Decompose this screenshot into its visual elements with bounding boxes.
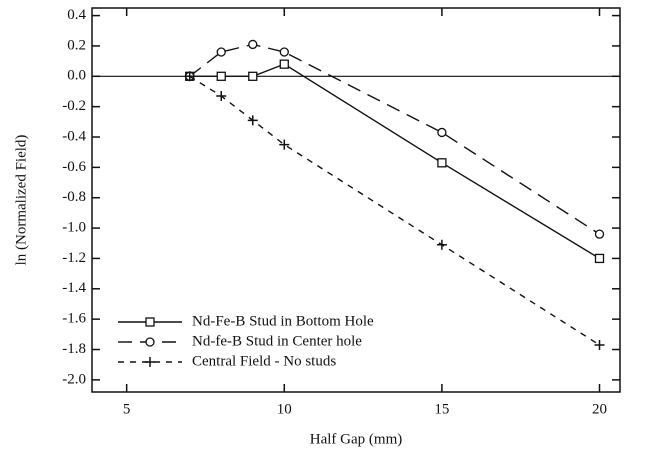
y-tick-label: -0.2: [62, 98, 86, 114]
data-point: [184, 71, 195, 82]
data-point: [279, 47, 289, 57]
data-point: [594, 253, 605, 264]
y-tick-label: -0.6: [62, 159, 86, 175]
y-tick-label: -1.4: [62, 280, 86, 296]
y-tick-label: 0.4: [67, 7, 86, 23]
data-point: [248, 39, 258, 50]
data-point: [216, 71, 226, 81]
y-tick-label: -1.8: [62, 341, 86, 357]
data-point: [216, 47, 226, 57]
x-tick-label: 20: [592, 401, 607, 417]
data-point: [248, 71, 258, 81]
y-tick-label: -0.8: [62, 189, 86, 205]
legend-marker: [145, 357, 155, 367]
y-tick-label: -1.2: [62, 250, 86, 266]
legend-label: Nd-fe-B Stud in Center hole: [192, 333, 362, 349]
data-point: [247, 115, 258, 126]
data-point: [216, 91, 227, 102]
legend-marker: [145, 337, 155, 347]
series-line: [189, 43, 600, 235]
legend-label: Central Field - No studs: [192, 353, 336, 369]
data-point: [437, 127, 447, 138]
x-tick-label: 10: [277, 401, 292, 417]
y-axis-label: ln (Normalized Field): [13, 135, 29, 266]
x-tick-label: 5: [123, 401, 131, 417]
legend-label: Nd-Fe-B Stud in Bottom Hole: [192, 313, 374, 329]
y-tick-label: -0.4: [62, 128, 86, 144]
data-point: [437, 158, 447, 168]
data-point: [594, 339, 605, 350]
y-tick-label: -1.6: [62, 311, 86, 327]
series-line: [189, 75, 600, 346]
data-point: [594, 229, 605, 239]
x-axis-label: Half Gap (mm): [310, 431, 402, 447]
y-tick-label: -1.0: [62, 220, 86, 236]
legend-marker: [145, 317, 155, 327]
plot-frame: [91, 7, 621, 393]
y-tick-label: 0.2: [67, 37, 86, 53]
series-line: [189, 63, 600, 260]
y-tick-label: 0.0: [67, 68, 86, 84]
data-point: [436, 239, 447, 250]
data-point: [279, 139, 290, 150]
x-tick-label: 15: [434, 401, 449, 417]
y-tick-label: -2.0: [62, 371, 86, 387]
data-point: [279, 59, 289, 69]
